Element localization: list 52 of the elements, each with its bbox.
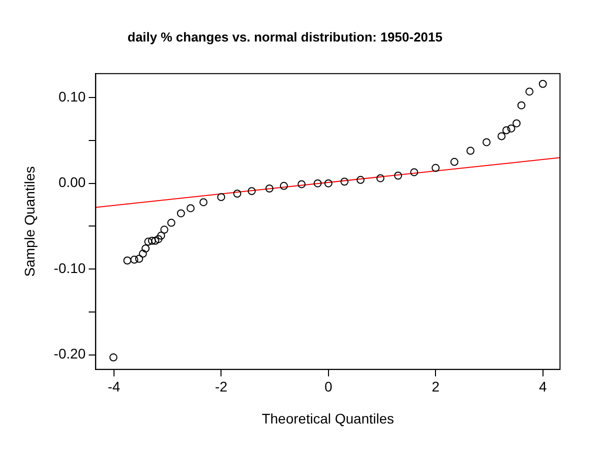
point	[502, 126, 510, 134]
point	[466, 146, 474, 155]
point	[151, 236, 160, 245]
point	[498, 132, 506, 140]
point	[167, 218, 176, 227]
x-tick-label: -2	[214, 378, 228, 395]
point	[144, 238, 152, 246]
point	[186, 204, 195, 212]
point	[525, 88, 534, 96]
point	[314, 179, 322, 188]
point	[394, 172, 402, 180]
x-tick-label: 0	[324, 378, 332, 395]
point	[248, 187, 256, 196]
point	[199, 198, 208, 206]
point	[538, 80, 547, 88]
y-tick-label: 0.10	[58, 88, 86, 104]
point	[324, 179, 332, 188]
point	[298, 180, 306, 188]
point	[450, 158, 458, 166]
point	[160, 226, 168, 234]
point	[340, 178, 348, 186]
point	[410, 168, 418, 176]
point	[154, 235, 162, 244]
point	[176, 209, 185, 218]
y-tick-label: -0.20	[54, 346, 86, 362]
point	[142, 244, 150, 253]
point	[148, 236, 156, 245]
chart-title: daily % changes vs. normal distribution: 1950-2015	[128, 29, 442, 44]
point	[482, 138, 491, 146]
y-axis-title: Sample Quantiles	[21, 166, 38, 277]
point	[517, 101, 526, 110]
point	[130, 256, 138, 264]
point	[109, 353, 118, 362]
x-tick-label: 2	[432, 378, 440, 395]
point	[432, 164, 440, 172]
y-tick-label: -0.10	[54, 260, 86, 276]
point	[157, 232, 166, 240]
point	[135, 254, 144, 263]
point	[356, 176, 365, 184]
y-tick-label: 0.00	[58, 174, 86, 190]
x-axis-title: Theoretical Quantiles	[262, 410, 394, 426]
point	[280, 182, 288, 190]
point	[507, 124, 516, 132]
point	[217, 193, 226, 202]
point	[265, 184, 274, 192]
point	[123, 256, 132, 265]
point	[512, 119, 521, 128]
point	[233, 190, 242, 198]
point	[376, 174, 384, 182]
point	[138, 250, 147, 258]
x-tick-label: -4	[108, 378, 120, 395]
x-tick-label: 4	[538, 378, 547, 395]
